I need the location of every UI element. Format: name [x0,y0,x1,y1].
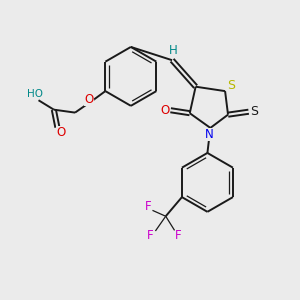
Text: HO: HO [27,89,43,99]
Text: F: F [147,229,153,242]
Text: N: N [205,128,213,141]
Text: H: H [169,44,178,57]
Text: F: F [175,229,181,242]
Text: O: O [56,126,65,139]
Text: S: S [250,105,259,118]
Text: S: S [227,79,235,92]
Text: F: F [145,200,152,213]
Text: O: O [84,93,94,106]
Text: O: O [161,104,170,117]
